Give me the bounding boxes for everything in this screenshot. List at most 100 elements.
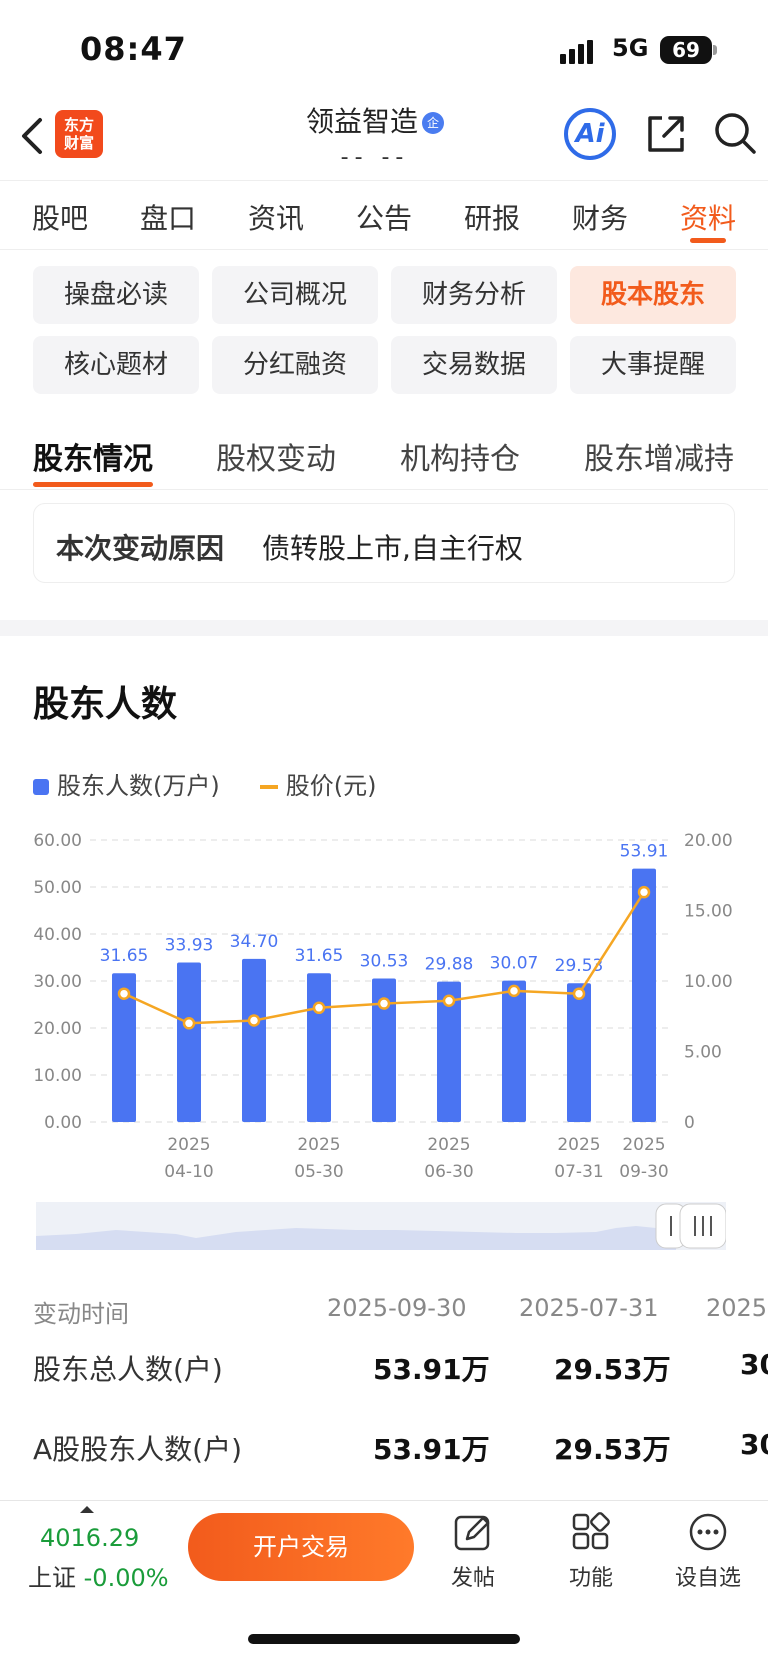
main-tab-bar: 股吧 盘口 资讯 公告 研报 财务 资料 xyxy=(0,180,768,250)
y-left-tick-label: 20.00 xyxy=(33,1019,82,1039)
chip-trading-guide[interactable]: 操盘必读 xyxy=(33,266,199,324)
grid-functions-icon[interactable] xyxy=(571,1512,611,1552)
status-time: 08:47 xyxy=(80,30,187,68)
chip-financial-analysis[interactable]: 财务分析 xyxy=(391,266,557,324)
stock-title: 领益智造企 xyxy=(250,100,500,140)
x-tick-year: 2025 xyxy=(622,1135,665,1155)
y-left-tick-label: 40.00 xyxy=(33,925,82,945)
index-value[interactable]: 4016.29 xyxy=(40,1524,140,1552)
section-title: 股东人数 xyxy=(33,684,178,725)
tab-profile[interactable]: 资料 xyxy=(680,202,737,235)
bar xyxy=(242,958,266,1122)
y-left-tick-label: 30.00 xyxy=(33,972,82,992)
chip-event-reminders[interactable]: 大事提醒 xyxy=(570,336,736,394)
price-point xyxy=(247,1014,261,1027)
share-icon[interactable] xyxy=(644,112,688,156)
legend-bar-label: 股东人数(万户) xyxy=(57,772,220,800)
price-point xyxy=(637,885,651,899)
y-right-tick-label: 15.00 xyxy=(684,902,733,922)
bar-value-label: 29.88 xyxy=(425,955,474,975)
stock-name: 领益智造 xyxy=(305,105,418,138)
bar-value-label: 31.65 xyxy=(100,946,149,966)
table-header-col-2: 2025-07-31 xyxy=(519,1294,659,1322)
more-options-icon[interactable] xyxy=(688,1512,728,1552)
bar-value-label: 30.07 xyxy=(490,954,539,974)
tab-finance[interactable]: 财务 xyxy=(572,202,629,235)
tab-news[interactable]: 资讯 xyxy=(248,202,305,235)
chip-core-themes[interactable]: 核心题材 xyxy=(33,336,199,394)
table-row-label: A股股东人数(户) xyxy=(33,1433,243,1466)
chip-shareholders[interactable]: 股本股东 xyxy=(570,266,736,324)
back-arrow-icon[interactable] xyxy=(14,112,50,160)
tab-research[interactable]: 研报 xyxy=(464,202,521,235)
table-cell: 30 xyxy=(740,1428,768,1461)
table-cell: 53.91万 xyxy=(373,1353,490,1386)
change-reason-card xyxy=(33,503,735,583)
chip-company-overview[interactable]: 公司概况 xyxy=(212,266,378,324)
x-tick-date: 04-10 xyxy=(164,1162,213,1180)
x-tick-year: 2025 xyxy=(557,1135,600,1155)
active-tab-indicator xyxy=(690,238,726,243)
price-point xyxy=(572,987,586,1000)
subtab-shareholder-status[interactable]: 股东情况 xyxy=(33,442,153,477)
index-ticker[interactable]: 上证 -0.00% xyxy=(28,1558,169,1593)
x-tick-date: 09-30 xyxy=(619,1162,668,1180)
y-right-tick-label: 10.00 xyxy=(684,972,733,992)
bar-value-label: 30.53 xyxy=(360,952,409,972)
chip-trading-data[interactable]: 交易数据 xyxy=(391,336,557,394)
table-cell: 30 xyxy=(740,1348,768,1381)
price-point xyxy=(442,994,456,1007)
x-tick-date: 05-30 xyxy=(294,1162,343,1180)
divider xyxy=(0,489,768,490)
y-right-tick-label: 20.00 xyxy=(684,831,733,851)
index-name: 上证 xyxy=(28,1564,76,1592)
post-label[interactable]: 发帖 xyxy=(450,1566,495,1591)
chip-dividends-financing[interactable]: 分红融资 xyxy=(212,336,378,394)
app-logo: 东方 财富 xyxy=(55,110,103,158)
chart-range-scroller[interactable] xyxy=(36,1202,726,1250)
enterprise-badge: 企 xyxy=(422,112,444,134)
logo-line-1: 东方 xyxy=(63,116,94,134)
y-left-tick-label: 50.00 xyxy=(33,878,82,898)
search-icon[interactable] xyxy=(712,110,758,156)
price-point xyxy=(377,997,391,1010)
function-label[interactable]: 功能 xyxy=(568,1566,613,1591)
section-separator xyxy=(0,620,768,636)
x-tick-date: 06-30 xyxy=(424,1162,473,1180)
subtab-holding-changes[interactable]: 股东增减持 xyxy=(584,442,734,477)
logo-line-2: 财富 xyxy=(63,134,94,152)
tab-guba[interactable]: 股吧 xyxy=(32,202,89,235)
y-right-tick-label: 0 xyxy=(684,1113,695,1133)
x-tick-date: 07-31 xyxy=(554,1162,603,1180)
battery-tip xyxy=(713,45,717,55)
bar xyxy=(632,868,656,1122)
table-header-col-1: 2025-09-30 xyxy=(327,1294,467,1322)
network-label: 5G xyxy=(612,34,649,62)
bar-value-label: 34.70 xyxy=(230,932,279,952)
x-tick-year: 2025 xyxy=(427,1135,470,1155)
change-reason-value: 债转股上市,自主行权 xyxy=(262,532,523,565)
tab-announcements[interactable]: 公告 xyxy=(356,202,413,235)
watchlist-label[interactable]: 设自选 xyxy=(674,1566,741,1591)
bar-value-label: 29.53 xyxy=(555,956,604,976)
table-cell: 29.53万 xyxy=(554,1353,671,1386)
bar xyxy=(177,962,201,1122)
legend-line-swatch xyxy=(259,785,278,789)
expand-up-icon[interactable] xyxy=(80,1506,94,1513)
table-header-label: 变动时间 xyxy=(33,1300,129,1328)
x-tick-year: 2025 xyxy=(167,1135,210,1155)
ai-button[interactable]: Ai xyxy=(564,108,616,160)
open-account-button[interactable]: 开户交易 xyxy=(188,1513,414,1581)
y-left-tick-label: 60.00 xyxy=(33,831,82,851)
tab-pankou[interactable]: 盘口 xyxy=(140,202,197,235)
index-change: -0.00% xyxy=(83,1564,169,1592)
edit-post-icon[interactable] xyxy=(453,1512,493,1552)
subtab-equity-changes[interactable]: 股权变动 xyxy=(216,442,336,477)
shareholder-chart[interactable]: 60.00 50.00 40.00 30.00 20.00 10.00 0.00 20.00 1… xyxy=(0,820,768,1180)
bar-value-label: 53.91 xyxy=(620,842,669,862)
bar xyxy=(502,980,526,1122)
bar xyxy=(372,978,396,1122)
legend-line-label: 股价(元) xyxy=(285,772,377,800)
legend-bar-swatch xyxy=(33,779,49,795)
subtab-institutional-holdings[interactable]: 机构持仓 xyxy=(400,442,520,477)
